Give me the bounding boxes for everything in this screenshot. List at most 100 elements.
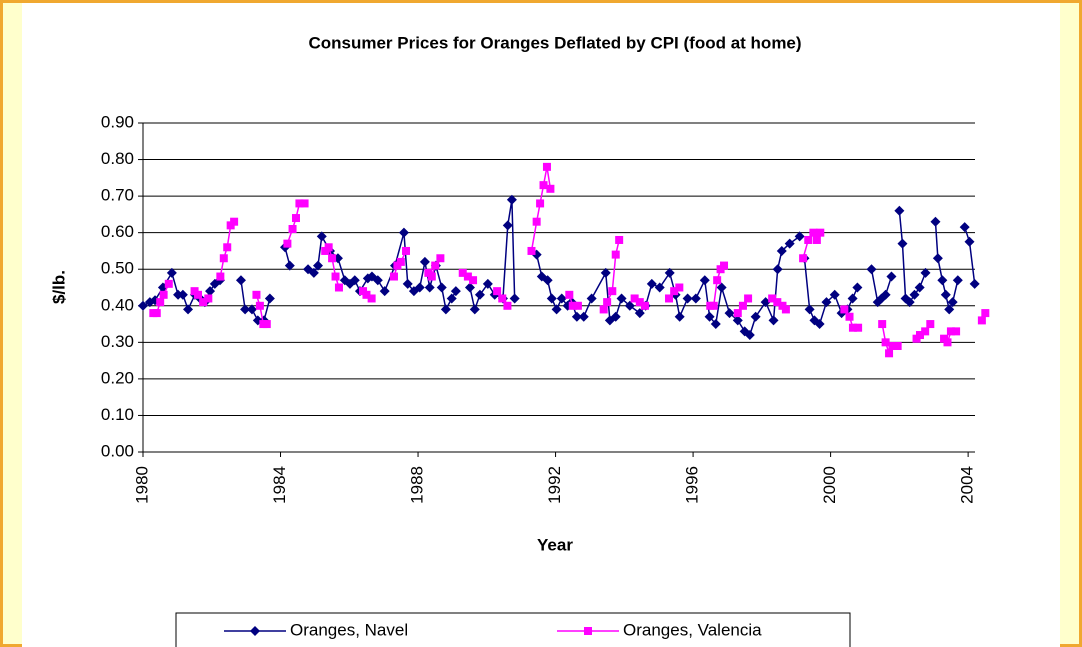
marker [964,236,975,247]
y-tick-label: 0.70 [101,186,134,205]
marker [713,276,722,285]
marker [760,297,771,308]
marker [670,287,679,296]
marker [546,293,557,304]
marker [600,267,611,278]
marker [881,338,890,347]
marker [398,227,409,238]
marker [177,289,188,300]
marker [205,286,216,297]
marker [379,286,390,297]
marker [969,278,980,289]
marker [264,293,275,304]
marker [204,294,213,303]
marker [799,254,808,263]
marker [821,297,832,308]
marker [654,282,665,293]
marker [781,305,790,314]
marker [324,243,333,252]
marker [690,293,701,304]
marker [733,309,742,318]
marker [578,311,589,322]
marker [527,246,536,255]
marker [349,275,360,286]
marker [183,304,194,315]
marker [704,311,715,322]
marker [565,290,574,299]
marker [624,300,635,311]
marker [436,282,447,293]
marker [367,294,376,303]
marker [334,283,343,292]
chart-title: Consumer Prices for Oranges Deflated by … [308,33,801,52]
marker [219,254,228,263]
marker [699,275,710,286]
marker [450,286,461,297]
marker [894,205,905,216]
marker [542,275,553,286]
marker [947,297,958,308]
marker [414,282,425,293]
marker [744,294,753,303]
marker [675,283,684,292]
x-tick-label: 1996 [683,466,702,504]
marker [664,267,675,278]
marker [458,268,467,277]
marker [246,304,257,315]
marker [312,260,323,271]
marker [469,304,480,315]
marker [772,264,783,275]
marker [194,290,203,299]
marker [419,256,430,267]
plot-area: 0.00 0.10 0.20 0.30 0.40 0.50 0.60 0.70 0.80 0.90… [101,112,990,504]
x-axis-label: Year [537,535,573,554]
marker [603,298,612,307]
marker [804,235,813,244]
y-tick-label: 0.60 [101,222,134,241]
marker [463,272,472,281]
marker [682,293,693,304]
marker [814,319,825,330]
y-tick-label: 0.50 [101,259,134,278]
x-tick-label: 1992 [545,466,564,504]
marker [389,272,398,281]
marker [156,298,165,307]
marker [396,257,405,266]
marker [362,290,371,299]
marker [216,272,225,281]
marker [571,311,582,322]
marker [886,271,897,282]
marker [854,323,863,332]
x-tick-label: 2000 [820,466,839,504]
marker [878,320,887,329]
marker [328,254,337,263]
marker [866,264,877,275]
marker [610,311,621,322]
marker [897,238,908,249]
marker [542,162,551,171]
marker [920,267,931,278]
legend-entries: Oranges, Navel Oranges, Valencia [224,620,762,639]
marker [431,261,440,270]
marker [152,309,161,318]
marker [551,304,562,315]
marker [724,308,735,319]
marker [424,282,435,293]
marker [615,235,624,244]
marker [284,260,295,271]
marker [573,301,582,310]
marker [509,293,520,304]
marker [829,289,840,300]
marker [776,245,787,256]
marker [940,289,951,300]
marker [250,626,260,636]
marker [930,216,941,227]
marker [532,217,541,226]
marker [932,253,943,264]
marker [138,300,148,311]
y-tick-label: 0.40 [101,295,134,314]
marker [474,289,485,300]
marker [768,315,779,326]
marker [674,311,685,322]
